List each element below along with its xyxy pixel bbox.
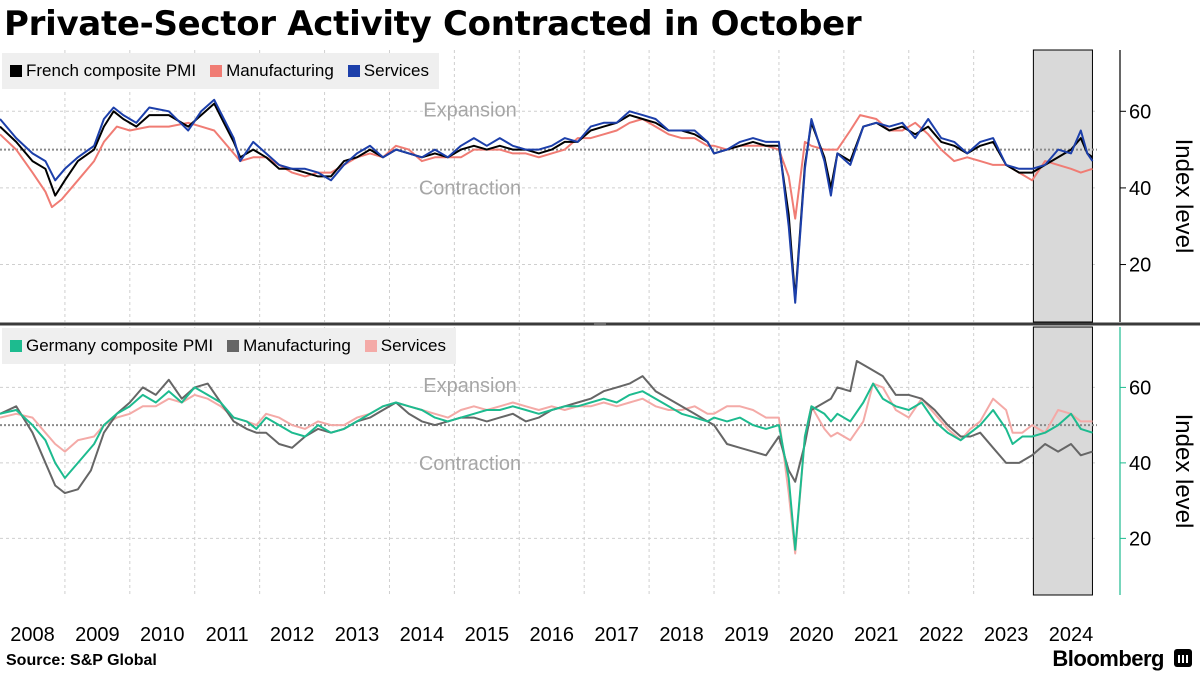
y-axis-title: Index level	[1170, 414, 1197, 529]
y-tick-label: 60	[1129, 377, 1151, 399]
x-tick-label: 2010	[140, 624, 185, 646]
x-tick-label: 2022	[919, 624, 964, 646]
series-line-french-composite-pmi	[0, 102, 1094, 300]
legend-swatch	[210, 65, 223, 77]
legend-label: Germany composite PMI	[26, 336, 214, 355]
x-tick-label: 2012	[270, 624, 315, 646]
bloomberg-terminal-icon	[1174, 649, 1192, 667]
legend-bottom: Germany composite PMI Manufacturing Servic…	[2, 328, 456, 364]
legend-swatch	[364, 340, 377, 352]
x-tick-label: 2017	[594, 624, 639, 646]
series-line-services	[0, 382, 1093, 555]
legend-item: Germany composite PMI	[10, 336, 213, 356]
legend-swatch	[347, 65, 360, 77]
x-tick-label: 2020	[789, 624, 834, 646]
x-tick-label: 2016	[529, 624, 574, 646]
legend-item: French composite PMI	[10, 61, 196, 81]
expansion-label: Expansion	[423, 375, 516, 397]
series-line-services	[0, 98, 1094, 304]
panel-top: Expansion Contraction 20 40 60 Index level	[0, 49, 1197, 323]
x-tick-label: 2019	[724, 624, 769, 646]
legend-item: Manufacturing	[210, 61, 334, 81]
shaded-period	[1032, 326, 1093, 596]
panel-bottom: Expansion Contraction 20 40 60 Index level	[0, 326, 1197, 596]
series-line-germany-composite-pmi	[0, 382, 1093, 551]
source-note: Source: S&P Global	[6, 652, 157, 669]
legend-top: French composite PMI Manufacturing Service…	[2, 53, 439, 89]
x-tick-label: 2013	[335, 624, 380, 646]
x-tick-label: 2008	[10, 624, 55, 646]
brand-logo: Bloomberg	[1052, 646, 1164, 671]
legend-item: Services	[347, 61, 429, 81]
x-tick-label: 2009	[75, 624, 120, 646]
y-tick-label: 20	[1129, 255, 1151, 277]
legend-label: Services	[380, 336, 446, 355]
y-tick-label: 60	[1129, 101, 1151, 123]
x-tick-label: 2018	[659, 624, 704, 646]
contraction-label: Contraction	[419, 453, 521, 475]
legend-label: Manufacturing	[243, 336, 351, 355]
chart-title: Private-Sector Activity Contracted in Oc…	[4, 4, 862, 44]
shaded-period	[1032, 49, 1093, 323]
expansion-label: Expansion	[423, 100, 516, 122]
series-line-manufacturing	[0, 114, 1093, 220]
x-tick-label: 2011	[206, 624, 249, 646]
x-tick-label: 2014	[400, 624, 445, 646]
x-tick-label: 2015	[465, 624, 510, 646]
legend-label: French composite PMI	[26, 61, 197, 80]
y-tick-label: 40	[1129, 178, 1151, 200]
legend-label: Services	[363, 61, 429, 80]
legend-swatch	[10, 340, 22, 352]
x-tick-label: 2021	[854, 624, 899, 646]
y-tick-label: 40	[1129, 453, 1151, 475]
series-line-manufacturing	[0, 360, 1093, 495]
legend-label: Manufacturing	[226, 61, 334, 80]
contraction-label: Contraction	[419, 178, 521, 200]
x-tick-label: 2024	[1049, 624, 1094, 646]
y-axis-title: Index level	[1170, 139, 1197, 254]
legend-swatch	[10, 65, 22, 77]
legend-item: Manufacturing	[227, 336, 351, 356]
x-tick-label: 2023	[984, 624, 1029, 646]
legend-item: Services	[364, 336, 446, 356]
y-tick-label: 20	[1129, 528, 1151, 550]
legend-swatch	[227, 340, 240, 352]
